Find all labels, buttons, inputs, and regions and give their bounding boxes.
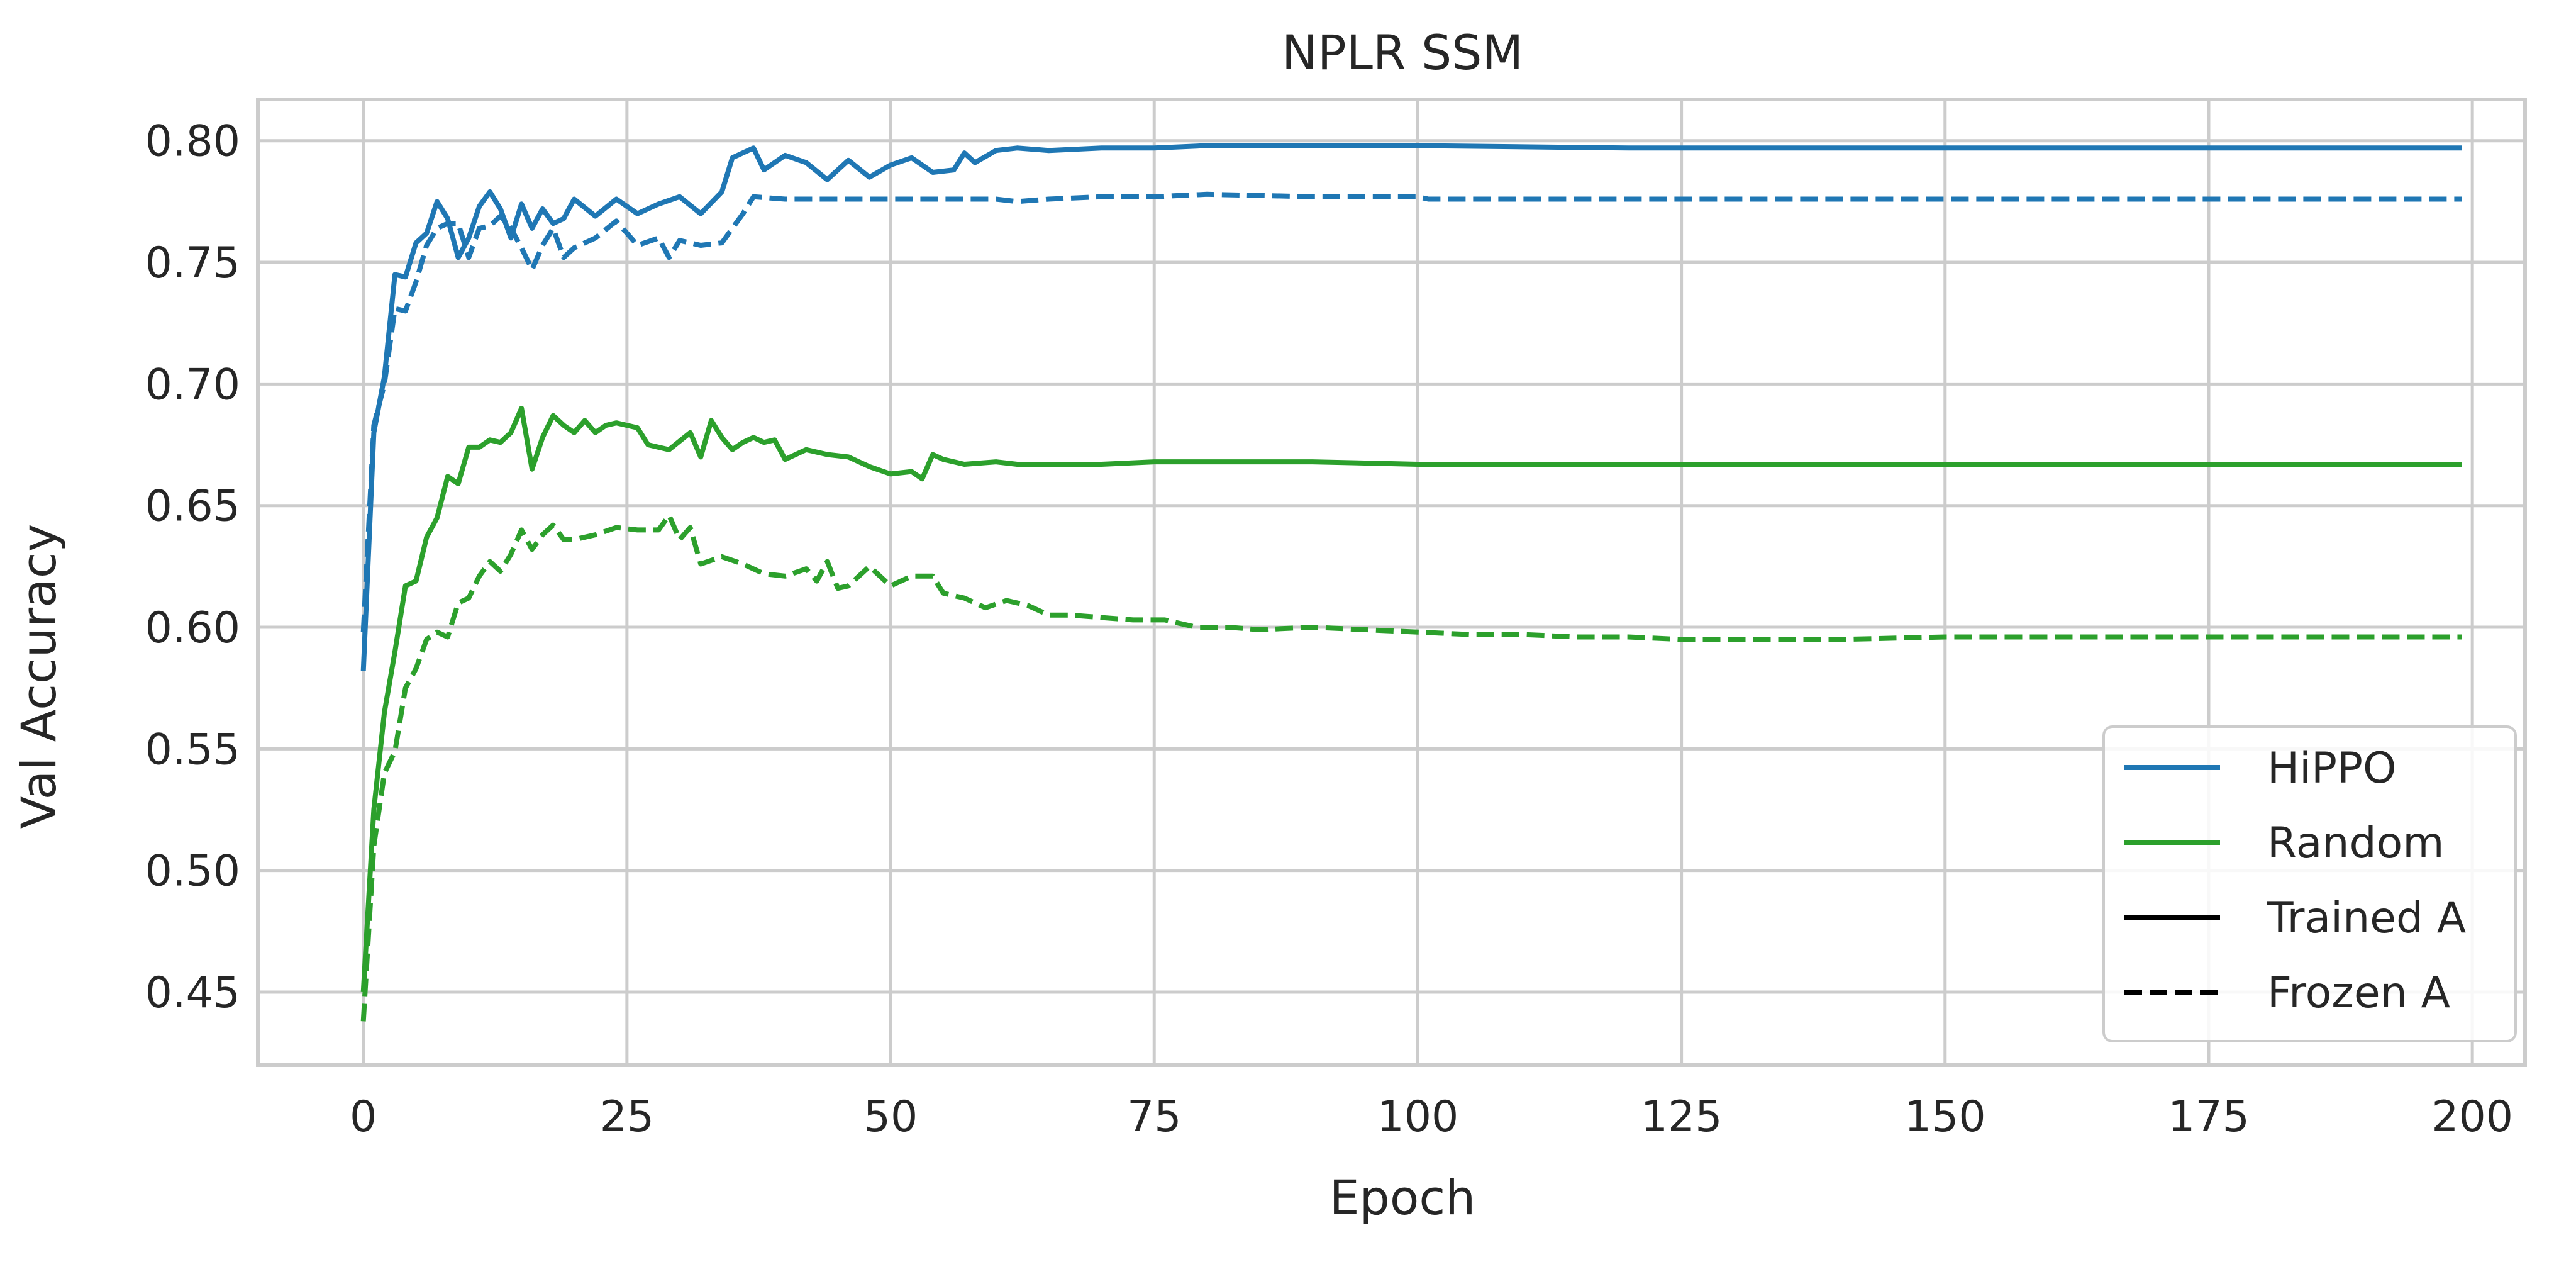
x-tick-label: 0 — [350, 1092, 377, 1142]
x-tick-label: 75 — [1127, 1092, 1182, 1142]
x-tick-label: 125 — [1641, 1092, 1723, 1142]
y-tick-label: 0.65 — [145, 482, 240, 532]
y-tick-label: 0.45 — [145, 968, 240, 1018]
tick-labels: 0 25 50 75 100 125 150 175 200 0.45 0.50 0.55 0.60 0.… — [145, 117, 2513, 1142]
x-tick-label: 175 — [2168, 1092, 2250, 1142]
x-tick-label: 150 — [1904, 1092, 1986, 1142]
series-lines — [360, 143, 2462, 1022]
series-line-0 — [360, 143, 2462, 671]
x-tick-label: 100 — [1377, 1092, 1459, 1142]
legend-label: Frozen A — [2267, 968, 2450, 1018]
plot-frame — [256, 98, 2527, 1067]
legend-label: Trained A — [2267, 893, 2466, 943]
x-tick-label: 200 — [2431, 1092, 2513, 1142]
y-tick-label: 0.50 — [145, 847, 240, 896]
legend-box — [2102, 725, 2517, 1042]
series-line-2 — [360, 406, 2462, 993]
legend-label: HiPPO — [2267, 744, 2397, 793]
series-line-1 — [360, 191, 2462, 633]
x-axis-label: Epoch — [1330, 1170, 1476, 1226]
y-tick-label: 0.70 — [145, 360, 240, 410]
legend: HiPPO Random Trained A Frozen A — [2102, 725, 2517, 1042]
series-line-3 — [360, 513, 2462, 1022]
y-tick-label: 0.55 — [145, 725, 240, 774]
x-tick-label: 25 — [600, 1092, 655, 1142]
legend-label: Random — [2267, 818, 2445, 868]
y-tick-label: 0.75 — [145, 238, 240, 288]
x-tick-label: 50 — [863, 1092, 918, 1142]
y-axis-label: Val Accuracy — [11, 524, 67, 829]
y-tick-label: 0.80 — [145, 117, 240, 167]
chart-title: NPLR SSM — [1282, 25, 1523, 81]
y-tick-label: 0.60 — [145, 603, 240, 653]
